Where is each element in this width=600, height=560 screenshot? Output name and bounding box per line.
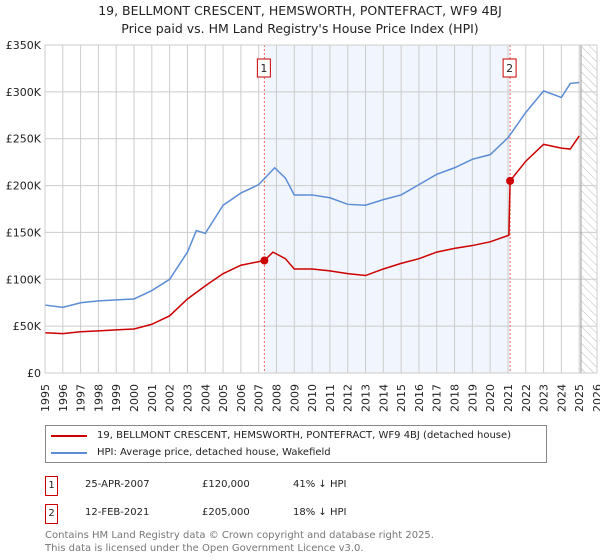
x-tick-label: 1999 — [110, 384, 123, 412]
legend-label: 19, BELLMONT CRESCENT, HEMSWORTH, PONTEF… — [97, 430, 512, 441]
y-tick-label: £300K — [6, 86, 42, 99]
transaction-price: £120,000 — [202, 479, 250, 490]
sale-point — [506, 176, 515, 185]
x-tick-label: 2005 — [217, 384, 230, 412]
sale-label-box — [502, 58, 517, 78]
y-tick-label: £100K — [6, 273, 42, 286]
x-tick-label: 2001 — [146, 384, 159, 412]
sale-label: 1 — [260, 62, 267, 75]
legend-swatch-blue — [51, 451, 87, 454]
footer: Contains HM Land Registry data © Crown c… — [45, 529, 434, 555]
x-tick-label: 2023 — [538, 384, 551, 412]
x-tick-label: 2018 — [449, 384, 462, 412]
legend: 19, BELLMONT CRESCENT, HEMSWORTH, PONTEF… — [45, 425, 547, 463]
series-line — [44, 135, 580, 335]
y-tick-label: £50K — [13, 320, 42, 333]
x-tick-label: 2015 — [395, 384, 408, 412]
forecast-hatch — [580, 45, 597, 373]
y-tick-label: £0 — [27, 367, 41, 380]
x-tick-label: 2025 — [573, 384, 586, 412]
y-tick-label: £250K — [6, 133, 42, 146]
x-tick-label: 2017 — [431, 384, 444, 412]
footer-copyright: Contains HM Land Registry data © Crown c… — [45, 530, 434, 541]
legend-swatch-red — [51, 434, 87, 437]
x-tick-label: 2011 — [324, 384, 337, 412]
legend-label: HPI: Average price, detached house, Wake… — [97, 447, 331, 458]
price-chart: 1995 1996 1997 1998 1999 2000 2001 2002 2003 2004… — [6, 39, 600, 412]
chart-subtitle: Price paid vs. HM Land Registry's House … — [121, 21, 479, 36]
series-line — [44, 81, 580, 309]
legend-item-property: 19, BELLMONT CRESCENT, HEMSWORTH, PONTEF… — [51, 430, 511, 441]
transaction-badge: 1 — [45, 476, 58, 496]
x-tick-label: 2012 — [342, 384, 355, 412]
transaction-badge: 2 — [45, 504, 58, 524]
x-tick-label: 1998 — [92, 384, 105, 412]
x-tick-label: 2008 — [270, 384, 283, 412]
sale-point — [260, 256, 269, 265]
x-tick-label: 2007 — [253, 384, 266, 412]
x-tick-label: 2022 — [520, 384, 533, 412]
x-tick-label: 1995 — [39, 384, 52, 412]
x-tick-label: 2019 — [466, 384, 479, 412]
x-tick-label: 2021 — [502, 384, 515, 412]
footer-licence: This data is licensed under the Open Gov… — [45, 543, 364, 554]
x-tick-label: 2024 — [555, 384, 568, 412]
legend-item-hpi: HPI: Average price, detached house, Wake… — [51, 447, 331, 458]
transaction-hpi-diff: 41% ↓ HPI — [293, 479, 347, 490]
x-tick-label: 2006 — [235, 384, 248, 412]
chart-title: 19, BELLMONT CRESCENT, HEMSWORTH, PONTEF… — [98, 3, 502, 18]
x-tick-label: 2004 — [199, 384, 212, 412]
x-tick-label: 1996 — [57, 384, 70, 412]
y-tick-label: £150K — [6, 226, 42, 239]
x-tick-label: 2009 — [288, 384, 301, 412]
transaction-date: 12-FEB-2021 — [85, 507, 150, 518]
x-tick-label: 2016 — [413, 384, 426, 412]
x-tick-label: 2026 — [591, 384, 600, 412]
x-tick-label: 2014 — [377, 384, 390, 412]
x-tick-label: 2000 — [128, 384, 141, 412]
sale-label: 2 — [506, 62, 513, 75]
plot-border — [44, 44, 598, 374]
sale-label-box — [256, 58, 271, 78]
y-tick-label: £200K — [6, 180, 42, 193]
x-tick-label: 2010 — [306, 384, 319, 412]
transaction-hpi-diff: 18% ↓ HPI — [293, 507, 347, 518]
transaction-date: 25-APR-2007 — [85, 479, 150, 490]
x-tick-label: 1997 — [75, 384, 88, 412]
x-tick-label: 2013 — [360, 384, 373, 412]
y-tick-label: £350K — [6, 39, 42, 52]
x-tick-label: 2020 — [484, 384, 497, 412]
transaction-price: £205,000 — [202, 507, 250, 518]
x-tick-label: 2003 — [181, 384, 194, 412]
x-tick-label: 2002 — [164, 384, 177, 412]
sale-period-shading — [264, 45, 511, 373]
